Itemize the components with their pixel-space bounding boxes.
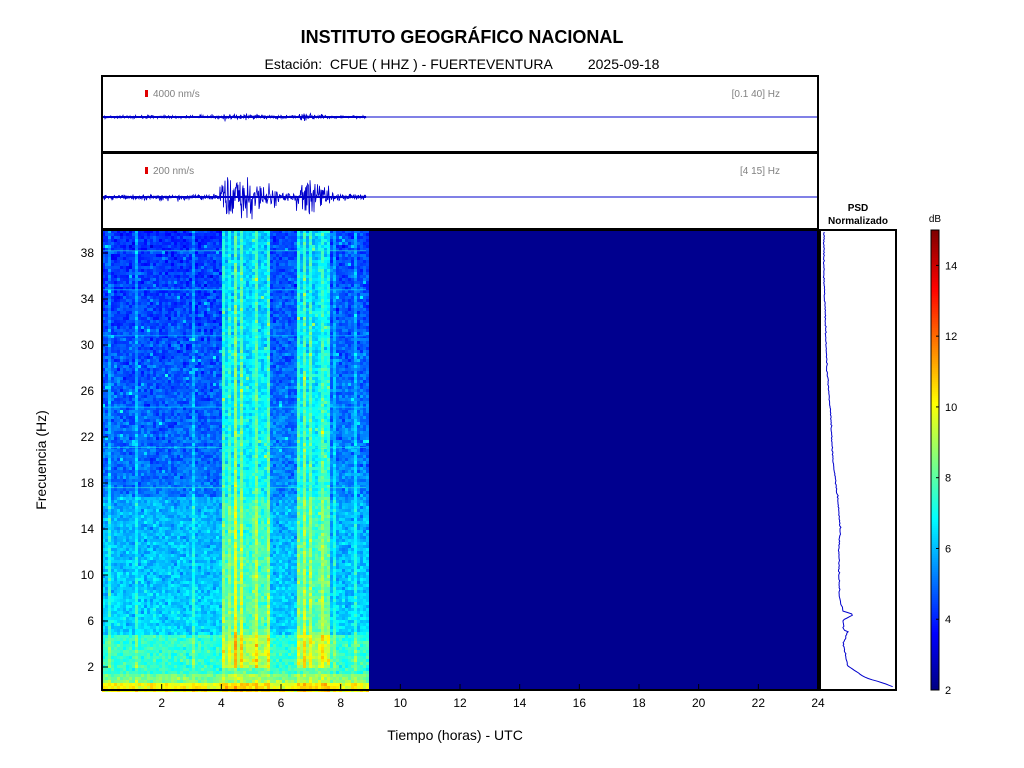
- station-date: 2025-09-18: [587, 56, 660, 72]
- colorbar-tick-label: 4: [945, 614, 951, 626]
- x-tick-label: 24: [811, 696, 825, 710]
- y-tick-label: 6: [87, 614, 94, 628]
- colorbar-tick-label: 6: [945, 543, 951, 555]
- x-tick-label: 8: [337, 696, 344, 710]
- spectrogram-cells: [102, 230, 369, 692]
- station-prefix: Estación:: [264, 56, 323, 72]
- x-tick-label: 18: [632, 696, 646, 710]
- colorbar-frame: [930, 229, 940, 691]
- y-tick-label: 18: [81, 476, 95, 490]
- y-tick-label: 22: [81, 430, 95, 444]
- scale-label-broadband: 4000 nm/s: [153, 89, 200, 100]
- psd-curve: [822, 231, 893, 688]
- waveform-filtered: [102, 177, 367, 220]
- chart-subtitle: Estación: CFUE ( HHZ ) - FUERTEVENTURA 2…: [0, 56, 924, 72]
- y-tick-label: 2: [87, 660, 94, 674]
- x-tick-label: 14: [513, 696, 527, 710]
- x-axis-label: Tiempo (horas) - UTC: [387, 727, 523, 743]
- y-axis-label: Frecuencia (Hz): [33, 410, 49, 510]
- colorbar-tick-label: 2: [945, 685, 951, 697]
- scale-bar-broadband: [145, 90, 148, 97]
- seismogram-panel-broadband: 4000 nm/s [0.1 40] Hz: [101, 75, 819, 153]
- x-tick-label: 16: [573, 696, 587, 710]
- colorbar-panel: dB 2 4 6 8 10 12 14: [929, 214, 957, 697]
- x-tick-label: 22: [752, 696, 766, 710]
- scale-bar-filtered: [145, 167, 148, 174]
- scale-label-filtered: 200 nm/s: [153, 166, 194, 177]
- y-tick-label: 30: [81, 338, 95, 352]
- x-tick-label: 6: [278, 696, 285, 710]
- x-tick-label: 10: [394, 696, 408, 710]
- chart-title: INSTITUTO GEOGRÁFICO NACIONAL: [300, 27, 624, 47]
- spectrogram-horizontal-lines: [102, 250, 367, 489]
- y-tick-label: 14: [81, 522, 95, 536]
- spectrogram-panel: 2 4 6 8 10 12 14 16 18 20 22 24261014182226303438Ti…: [33, 229, 825, 743]
- seismogram-frame-broadband: [101, 75, 819, 153]
- y-tick-label: 26: [81, 384, 95, 398]
- psd-title-line2: Normalizado: [828, 216, 888, 227]
- x-tick-label: 4: [218, 696, 225, 710]
- seismogram-panel-filtered: 200 nm/s [4 15] Hz: [101, 152, 819, 230]
- colorbar-tick-label: 10: [945, 402, 957, 414]
- x-tick-label: 2: [158, 696, 165, 710]
- colorbar-tick-label: 8: [945, 473, 951, 485]
- psd-title-line1: PSD: [848, 203, 869, 214]
- y-tick-label: 38: [81, 246, 95, 260]
- psd-panel: PSD Normalizado: [819, 203, 897, 691]
- x-tick-label: 12: [453, 696, 467, 710]
- band-label-filtered: [4 15] Hz: [740, 166, 780, 177]
- station-name: CFUE ( HHZ ) - FUERTEVENTURA: [329, 56, 553, 72]
- band-label-broadband: [0.1 40] Hz: [732, 89, 780, 100]
- seismogram-frame-filtered: [101, 152, 819, 230]
- colorbar-tick-label: 12: [945, 331, 957, 343]
- x-tick-label: 20: [692, 696, 706, 710]
- colorbar-tick-label: 14: [945, 260, 957, 272]
- colorbar-label: dB: [929, 214, 942, 225]
- y-tick-label: 10: [81, 568, 95, 582]
- psd-frame: [819, 229, 897, 691]
- y-tick-label: 34: [81, 292, 95, 306]
